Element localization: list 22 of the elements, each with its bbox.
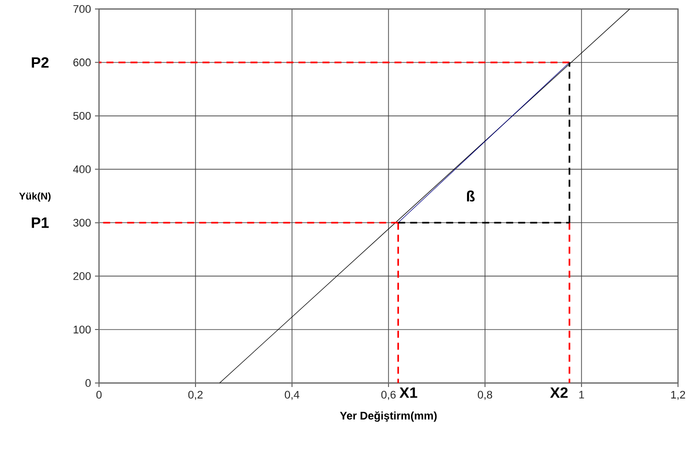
y-tick-label: 0 — [85, 379, 91, 387]
y-tick-label: 500 — [73, 112, 91, 120]
y-tick-label: 200 — [73, 272, 91, 280]
y-tick-label: 400 — [73, 165, 91, 174]
text: X1 — [399, 388, 418, 398]
x-axis-title: Yer Değiştirm(mm) — [340, 411, 437, 422]
y-tick-label: 700 — [73, 5, 91, 13]
x-tick-label: 0,8 — [478, 390, 492, 400]
annotation: ß — [467, 190, 475, 202]
x-tick-label: 0 — [96, 390, 102, 399]
y-tick-label: 300 — [73, 218, 91, 227]
y-axis-title: Yük(N) — [19, 192, 51, 202]
text: X2 — [550, 387, 568, 398]
x-tick-label: 1 — [579, 390, 584, 398]
text: P2 — [32, 57, 49, 68]
x-tick-label: 0,4 — [284, 390, 300, 400]
x-tick-label: 0,6 — [381, 390, 396, 400]
y-tick-label: 600 — [73, 58, 91, 66]
text: P1 — [32, 218, 49, 228]
y-tick-label: 100 — [74, 326, 91, 334]
x-tick-label: 1,2 — [671, 390, 686, 400]
x-tick-label: 0,2 — [188, 390, 203, 400]
